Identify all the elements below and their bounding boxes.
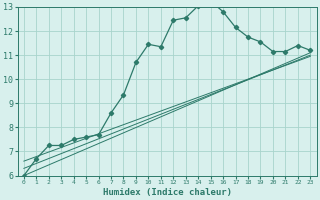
X-axis label: Humidex (Indice chaleur): Humidex (Indice chaleur) (103, 188, 232, 197)
